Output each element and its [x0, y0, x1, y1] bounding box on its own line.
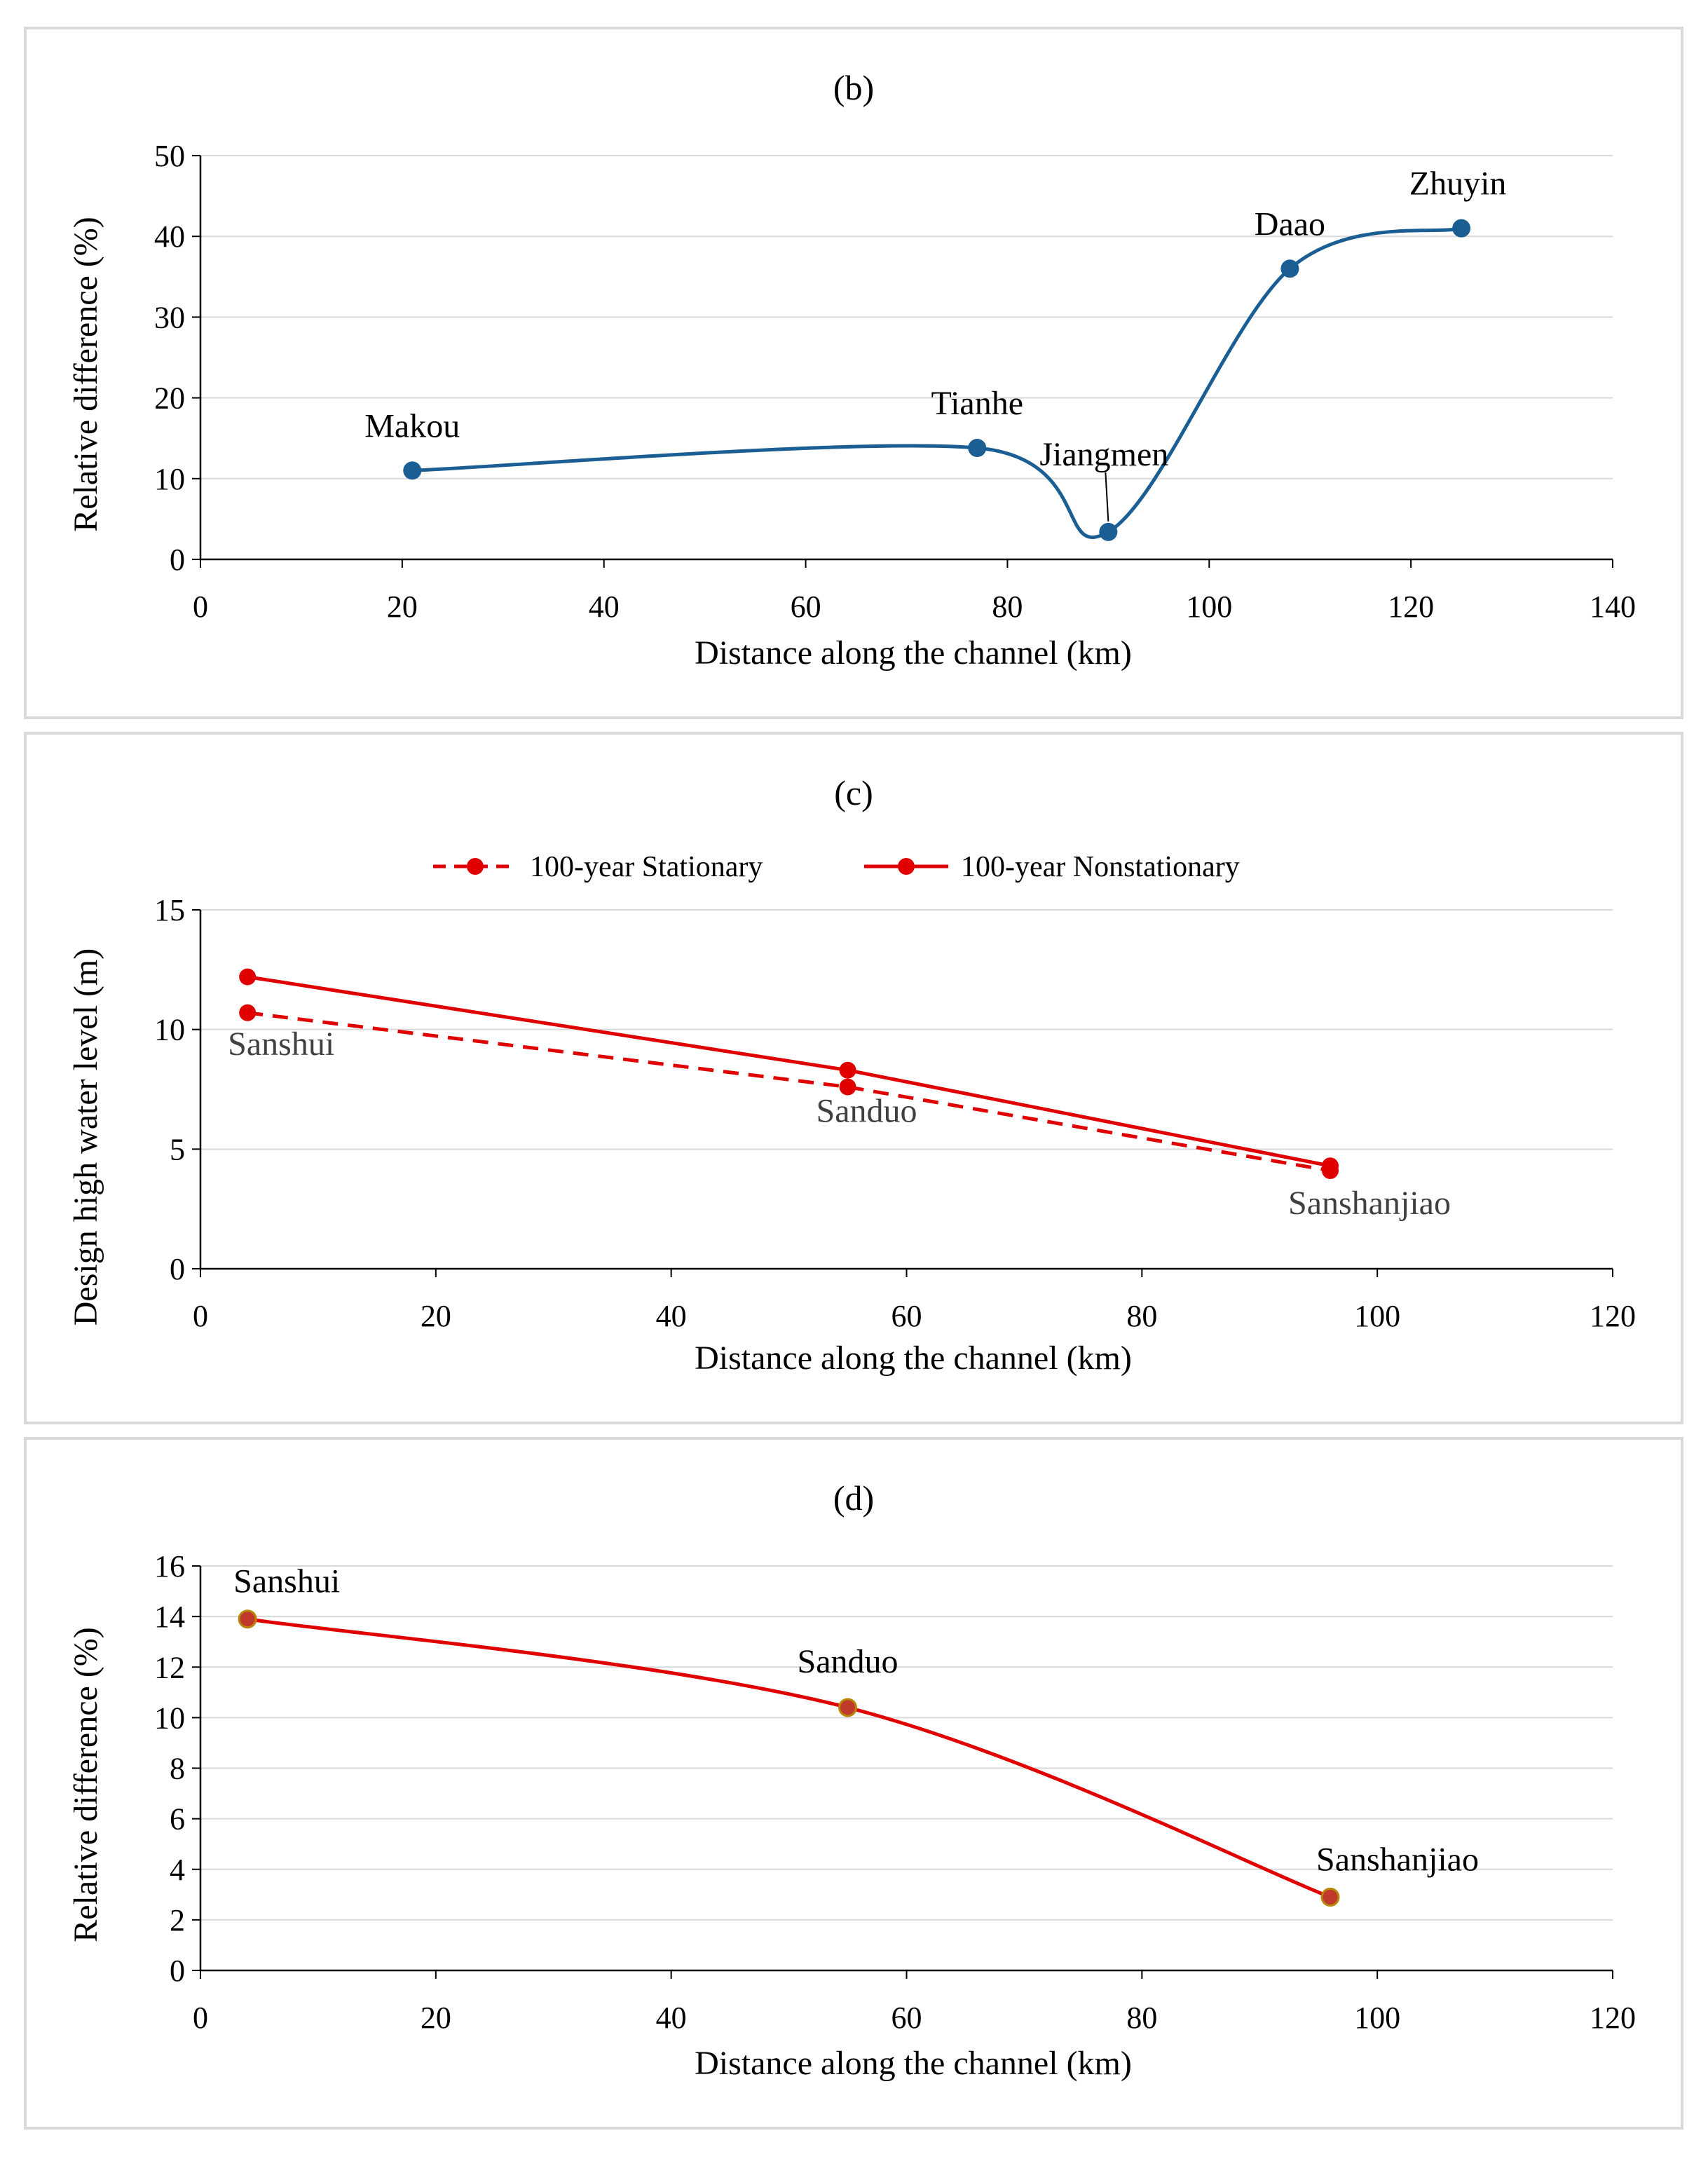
chart-b-xtick-label: 0: [193, 590, 208, 624]
chart-b-title: (b): [833, 68, 874, 107]
chart-b-xtick-label: 140: [1590, 590, 1636, 624]
chart-c-xlabel: Distance along the channel (km): [695, 1340, 1132, 1377]
chart-b-ytick-label: 10: [154, 462, 185, 496]
chart-b-xtick-label: 120: [1388, 590, 1434, 624]
chart-c-legend: 100-year Stationary 100-year Nonstationa…: [433, 851, 1240, 883]
chart-c-stationary-point: [839, 1078, 856, 1096]
chart-panel-d: (d) Distance along the channel (km) Rela…: [24, 1437, 1683, 2130]
legend-nonstationary-label: 100-year Nonstationary: [961, 851, 1240, 883]
chart-d-title: (d): [833, 1478, 874, 1518]
chart-b-xtick-label: 20: [387, 590, 418, 624]
chart-panel-b: (b) Distance along the channel (km) Rela…: [24, 27, 1683, 719]
chart-c-title: (c): [834, 773, 873, 812]
chart-d-ylabel: Relative difference (%): [67, 1627, 104, 1942]
chart-c-nonstationary-point: [1322, 1157, 1339, 1175]
chart-d-ytick-label: 0: [170, 1954, 185, 1988]
chart-c-label-sanshanjiao: Sanshanjiao: [1288, 1185, 1451, 1222]
chart-b-xtick-label: 100: [1186, 590, 1232, 624]
chart-c-nonstationary-point: [839, 1061, 856, 1079]
chart-b-point-daao: [1280, 259, 1299, 278]
chart-c-stationary-point: [239, 1004, 257, 1021]
chart-c-ytick-label: 15: [154, 893, 185, 927]
chart-d-xtick-label: 20: [421, 2001, 451, 2035]
chart-c-svg: (c) 100-year Stationary 100-year Nonstat…: [67, 773, 1636, 1377]
chart-d-xtick-label: 40: [656, 2001, 687, 2035]
chart-b-ytick-label: 30: [154, 300, 185, 334]
chart-c-label-sanshui: Sanshui: [228, 1026, 334, 1063]
chart-b-svg: (b) Distance along the channel (km) Rela…: [67, 68, 1636, 672]
legend-nonstationary-marker: [898, 858, 915, 875]
legend-stationary-label: 100-year Stationary: [530, 851, 763, 883]
chart-d-ytick-label: 12: [154, 1650, 185, 1684]
chart-c-xtick-label: 120: [1590, 1299, 1636, 1333]
chart-b-ytick-label: 20: [154, 381, 185, 416]
chart-c-xtick-label: 100: [1354, 1299, 1400, 1333]
chart-d-point-sanshui: [238, 1609, 257, 1629]
chart-b-label-zhuyin: Zhuyin: [1409, 165, 1507, 203]
chart-d-label-sanshui: Sanshui: [233, 1563, 340, 1600]
chart-d-xlabel: Distance along the channel (km): [695, 2045, 1132, 2082]
chart-d-ytick-label: 8: [170, 1752, 185, 1786]
chart-b-label-makou: Makou: [364, 407, 460, 444]
chart-d-xtick-label: 0: [193, 2001, 208, 2035]
chart-d-xtick-label: 80: [1126, 2001, 1157, 2035]
chart-c-ylabel: Design high water level (m): [67, 948, 104, 1326]
chart-c-ytick-label: 10: [154, 1013, 185, 1047]
chart-b-jiangmen-leader: [1105, 472, 1109, 522]
chart-c-xtick-label: 60: [891, 1299, 922, 1333]
chart-c-label-sanduo: Sanduo: [817, 1093, 917, 1130]
chart-c-ytick-label: 0: [170, 1252, 185, 1286]
chart-b-ylabel: Relative difference (%): [67, 217, 104, 532]
chart-b-label-tianhe: Tianhe: [931, 385, 1023, 422]
chart-c-ytick-label: 5: [170, 1132, 185, 1166]
chart-d-ytick-label: 16: [154, 1549, 185, 1583]
chart-d-label-sanshanjiao: Sanshanjiao: [1316, 1841, 1479, 1878]
chart-c-series-stationary-line: [247, 1011, 1331, 1173]
chart-d-xtick-label: 120: [1590, 2001, 1636, 2035]
chart-d-xtick-label: 60: [891, 2001, 922, 2035]
chart-b-xtick-label: 60: [791, 590, 821, 624]
chart-b-point-jiangmen: [1099, 522, 1118, 541]
chart-c-xtick-label: 20: [421, 1299, 451, 1333]
chart-b-xlabel: Distance along the channel (km): [695, 634, 1132, 672]
chart-d-point-sanshanjiao: [1320, 1887, 1340, 1907]
chart-c-nonstationary-point: [239, 968, 257, 986]
chart-b-xtick-label: 80: [992, 590, 1023, 624]
chart-b-label-daao: Daao: [1255, 205, 1325, 243]
chart-d-ytick-label: 6: [170, 1802, 185, 1837]
chart-d-ytick-label: 2: [170, 1903, 185, 1937]
chart-c-xtick-label: 40: [656, 1299, 687, 1333]
chart-b-xtick-label: 40: [589, 590, 620, 624]
chart-b-label-jiangmen: Jiangmen: [1039, 436, 1168, 473]
legend-stationary-marker: [467, 858, 484, 875]
chart-b-point-zhuyin: [1452, 219, 1471, 238]
chart-panel-c: (c) 100-year Stationary 100-year Nonstat…: [24, 732, 1683, 1424]
chart-d-ytick-label: 14: [154, 1600, 185, 1634]
chart-b-ytick-label: 40: [154, 219, 185, 254]
chart-d-xtick-label: 100: [1354, 2001, 1400, 2035]
chart-d-point-sanduo: [838, 1698, 858, 1717]
chart-b-ytick-label: 0: [170, 543, 185, 577]
chart-b-ytick-label: 50: [154, 139, 185, 173]
chart-c-xtick-label: 0: [193, 1299, 208, 1333]
chart-b-series-line: [412, 226, 1462, 539]
chart-d-series-line: [247, 1617, 1331, 1899]
chart-b-point-makou: [403, 461, 422, 480]
chart-d-label-sanduo: Sanduo: [798, 1643, 899, 1680]
chart-d-ytick-label: 4: [170, 1853, 185, 1887]
chart-c-series-nonstationary-line: [247, 975, 1331, 1168]
chart-d-ytick-label: 10: [154, 1701, 185, 1735]
chart-b-point-tianhe: [968, 439, 987, 458]
chart-d-svg: (d) Distance along the channel (km) Rela…: [67, 1478, 1636, 2082]
chart-c-xtick-label: 80: [1126, 1299, 1157, 1333]
